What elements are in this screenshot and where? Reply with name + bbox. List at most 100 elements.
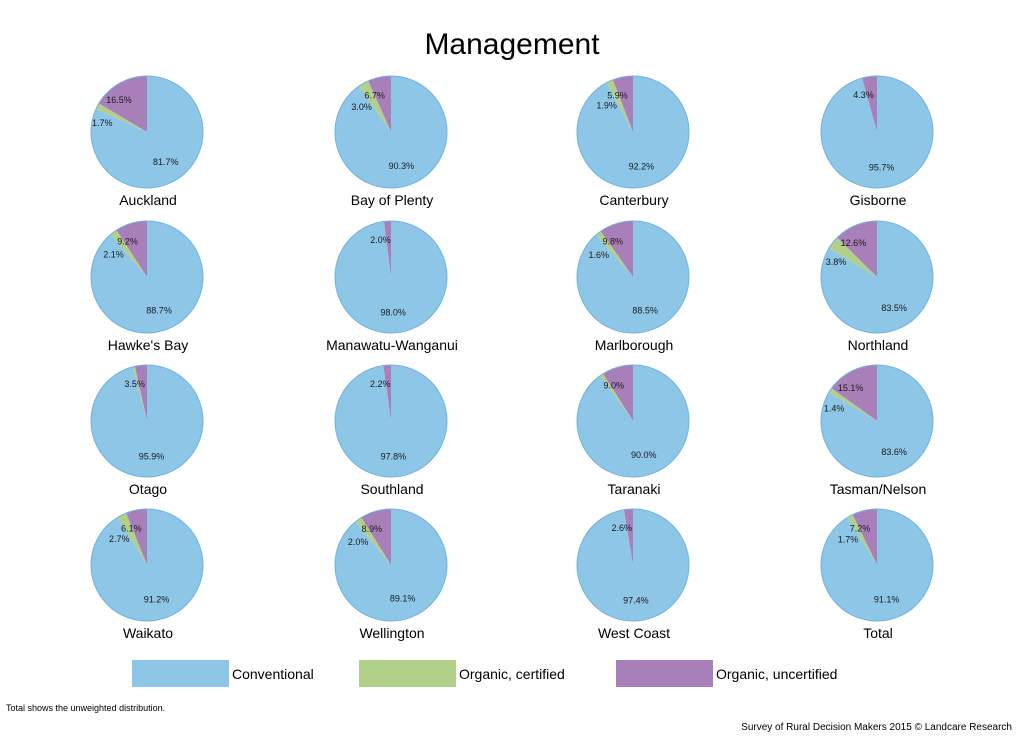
pie-label: Southland xyxy=(360,481,423,497)
data-label: 9.8% xyxy=(603,237,624,247)
slice-organic-uncertified xyxy=(600,220,633,277)
pie-marlborough: 88.5% 1.6% 9.8% Marlborough xyxy=(576,220,690,353)
slice-organic-certified xyxy=(117,513,147,565)
pie-label: Tasman/Nelson xyxy=(830,481,927,497)
data-label: 6.7% xyxy=(364,91,385,101)
pie-taranaki: 90.0% 9.0% Taranaki xyxy=(576,364,690,497)
data-label: 88.5% xyxy=(632,306,658,316)
pie-outline xyxy=(334,508,448,622)
pie-hawke-s-bay: 88.7% 2.1% 9.2% Hawke's Bay xyxy=(90,220,204,353)
slice-conventional xyxy=(577,365,690,478)
slice-organic-uncertified xyxy=(98,76,147,132)
slice-conventional xyxy=(821,365,933,478)
slice-conventional xyxy=(91,76,204,189)
slice-organic-uncertified xyxy=(862,76,877,132)
pie-tasman-nelson: 83.6% 1.4% 15.1% Tasman/Nelson xyxy=(820,364,934,497)
slice-conventional xyxy=(91,221,203,333)
pie-label: Total xyxy=(863,625,893,641)
pie-label: Manawatu-Wanganui xyxy=(326,337,458,353)
data-label: 97.4% xyxy=(623,596,649,606)
pie-outline xyxy=(90,75,204,189)
pie-label: Waikato xyxy=(123,625,173,641)
data-label: 83.6% xyxy=(881,447,907,457)
pie-northland: 83.5% 3.8% 12.6% Northland xyxy=(820,220,934,353)
data-label: 98.0% xyxy=(380,308,406,318)
data-label: 92.2% xyxy=(629,162,655,172)
legend-swatch xyxy=(132,660,229,687)
slice-organic-uncertified xyxy=(852,509,877,565)
pie-otago: 95.9% 3.5% Otago xyxy=(90,364,204,497)
slice-organic-certified xyxy=(96,103,147,132)
data-label: 90.3% xyxy=(389,161,415,171)
slice-organic-uncertified xyxy=(383,221,391,277)
pie-outline xyxy=(576,75,690,189)
slice-organic-certified xyxy=(110,230,147,277)
pie-label: Taranaki xyxy=(608,481,661,497)
slice-organic-certified xyxy=(606,79,633,132)
pie-outline xyxy=(90,220,204,334)
slice-organic-uncertified xyxy=(831,365,877,421)
legend-label: Organic, certified xyxy=(459,666,565,682)
footnote: Total shows the unweighted distribution. xyxy=(6,703,166,713)
slice-organic-uncertified xyxy=(126,509,147,565)
legend-swatch xyxy=(359,660,456,687)
pie-canterbury: 92.2% 1.9%5.9% Canterbury xyxy=(576,75,690,208)
slice-organic-uncertified xyxy=(623,509,633,565)
data-label: 2.0% xyxy=(348,537,369,547)
slice-organic-uncertified xyxy=(116,221,147,277)
legend-swatch xyxy=(616,660,713,687)
data-label: 90.0% xyxy=(631,450,657,460)
pie-label: Marlborough xyxy=(595,337,674,353)
slice-organic-certified xyxy=(132,366,147,421)
credit: Survey of Rural Decision Makers 2015 © L… xyxy=(741,722,1012,733)
slice-conventional xyxy=(821,221,934,333)
slice-organic-uncertified xyxy=(837,221,877,277)
slice-organic-uncertified xyxy=(612,76,633,132)
slice-conventional xyxy=(91,365,204,477)
slice-conventional xyxy=(577,509,690,622)
pie-outline xyxy=(90,508,204,622)
slice-conventional xyxy=(821,509,933,621)
data-label: 3.5% xyxy=(124,379,145,389)
slice-conventional xyxy=(334,365,447,478)
pie-outline xyxy=(820,364,934,478)
slice-conventional xyxy=(91,509,204,621)
legend-label: Conventional xyxy=(232,666,314,682)
pie-southland: 97.8% 2.2% Southland xyxy=(334,364,448,497)
data-label: 9.0% xyxy=(603,380,624,390)
data-label: 95.7% xyxy=(869,162,895,172)
data-label: 97.8% xyxy=(381,452,407,462)
data-label: 95.9% xyxy=(139,451,165,461)
slice-organic-certified xyxy=(358,80,391,132)
pie-auckland: 81.7% 1.7% 16.5% Auckland xyxy=(90,75,204,208)
pie-outline xyxy=(576,364,690,478)
pie-label: West Coast xyxy=(598,625,670,641)
pie-label: Otago xyxy=(129,481,167,497)
slice-organic-uncertified xyxy=(134,365,147,421)
pie-outline xyxy=(334,75,448,189)
slice-organic-uncertified xyxy=(361,509,391,565)
pie-outline xyxy=(820,508,934,622)
data-label: 83.5% xyxy=(881,303,907,313)
data-label: 16.5% xyxy=(106,95,132,105)
slice-conventional xyxy=(577,76,689,188)
slice-organic-uncertified xyxy=(383,365,391,421)
pie-bay-of-plenty: 90.3% 3.0%6.7% Bay of Plenty xyxy=(334,75,448,208)
data-label: 1.7% xyxy=(92,118,113,128)
slice-conventional xyxy=(335,508,448,621)
pie-label: Canterbury xyxy=(599,192,668,208)
pie-gisborne: 95.7% 4.3% Gisborne xyxy=(820,75,934,208)
data-label: 88.7% xyxy=(146,306,172,316)
data-label: 9.2% xyxy=(117,236,138,246)
pie-label: Gisborne xyxy=(850,192,907,208)
data-label: 1.9% xyxy=(596,100,617,110)
data-label: 3.8% xyxy=(826,257,847,267)
data-label: 2.7% xyxy=(109,534,130,544)
pie-waikato: 91.2% 2.7%6.1% Waikato xyxy=(90,508,204,641)
pie-label: Bay of Plenty xyxy=(351,192,434,208)
slice-organic-certified xyxy=(828,388,877,421)
data-label: 6.1% xyxy=(121,523,142,533)
legend-label: Organic, uncertified xyxy=(716,666,837,682)
data-label: 2.2% xyxy=(370,379,391,389)
